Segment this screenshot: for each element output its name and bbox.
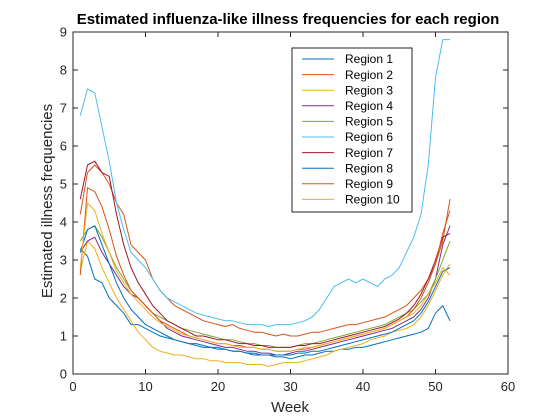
legend-entry-label: Region 10	[345, 193, 400, 207]
y-tick-label: 9	[60, 25, 67, 40]
series-line-10	[79, 202, 451, 352]
y-tick-label: 2	[60, 291, 67, 306]
x-axis-label: Week	[271, 399, 310, 416]
legend-entry-label: Region 3	[345, 83, 393, 97]
y-tick-label: 1	[60, 329, 67, 344]
x-tick-label: 50	[428, 379, 442, 394]
y-tick-label: 6	[60, 139, 67, 154]
chart-title: Estimated influenza-like illness frequen…	[77, 11, 500, 28]
x-tick-label: 60	[501, 379, 515, 394]
series-line-8	[79, 225, 451, 356]
series-line-2	[79, 164, 451, 337]
legend-entry-label: Region 7	[345, 146, 393, 160]
legend-entry-label: Region 4	[345, 99, 393, 113]
legend-entry-label: Region 2	[345, 68, 393, 82]
legend-entry-label: Region 1	[345, 52, 393, 66]
series-line-7	[79, 160, 451, 348]
legend-box	[291, 47, 413, 213]
legend-entry-label: Region 6	[345, 130, 393, 144]
x-tick-label: 10	[138, 379, 152, 394]
y-axis: 0 1 2 3 4 5 6 7 8 9	[60, 25, 508, 382]
series-line-6	[79, 39, 450, 327]
series-line-3	[79, 240, 451, 367]
x-tick-label: 20	[211, 379, 225, 394]
y-tick-label: 8	[60, 63, 67, 78]
x-tick-label: 30	[283, 379, 297, 394]
legend-entry-label: Region 9	[345, 177, 393, 191]
y-tick-label: 0	[60, 367, 67, 382]
x-tick-label: 0	[69, 379, 76, 394]
y-tick-label: 4	[60, 215, 67, 230]
legend-entry-label: Region 5	[345, 115, 393, 129]
y-axis-label: Estimated illness frequencies	[39, 104, 56, 298]
x-tick-label: 40	[356, 379, 370, 394]
y-tick-label: 3	[60, 253, 67, 268]
legend-entry-label: Region 8	[345, 161, 393, 175]
x-axis: 0 10 20 30 40 50 60	[69, 32, 515, 394]
y-tick-label: 7	[60, 101, 67, 116]
plot-area	[79, 39, 451, 367]
y-tick-label: 5	[60, 177, 67, 192]
